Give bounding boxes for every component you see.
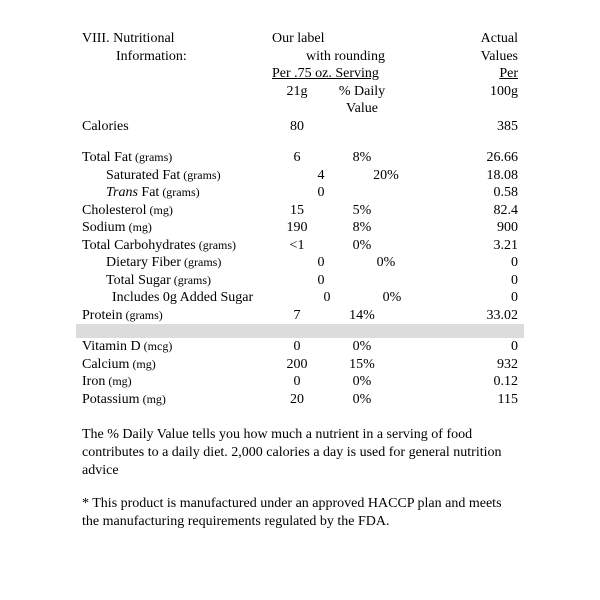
calories-21g: 80 — [272, 118, 322, 136]
spacer — [82, 135, 518, 149]
calcium-21g: 200 — [272, 356, 322, 374]
sodium-21g: 190 — [272, 219, 322, 237]
row-calcium: Calcium (mg) 200 15% 932 — [82, 356, 518, 374]
header-row-4: 21g % Daily 100g — [82, 83, 518, 101]
fiber-100g: 0 — [458, 254, 518, 272]
row-added-sugar: Includes 0g Added Sugar 0 0% 0 — [82, 289, 518, 307]
vitamin-d-21g: 0 — [272, 338, 322, 356]
protein-100g: 33.02 — [458, 307, 518, 325]
added-sugar-100g: 0 — [458, 289, 518, 307]
footnote-haccp: * This product is manufactured under an … — [82, 495, 518, 531]
sat-fat-21g: 4 — [296, 167, 346, 185]
calcium-dv: 15% — [322, 356, 402, 374]
per-header: Per — [458, 65, 518, 83]
fiber-label: Dietary Fiber (grams) — [82, 254, 296, 272]
row-fiber: Dietary Fiber (grams) 0 0% 0 — [82, 254, 518, 272]
iron-100g: 0.12 — [458, 373, 518, 391]
section-title-line2: Information: — [82, 48, 306, 66]
vitamin-d-100g: 0 — [458, 338, 518, 356]
row-cholesterol: Cholesterol (mg) 15 5% 82.4 — [82, 202, 518, 220]
trans-fat-100g: 0.58 — [458, 184, 518, 202]
total-fat-label: Total Fat (grams) — [82, 149, 272, 167]
potassium-100g: 115 — [458, 391, 518, 409]
carbs-21g: <1 — [272, 237, 322, 255]
cholesterol-label: Cholesterol (mg) — [82, 202, 272, 220]
total-fat-100g: 26.66 — [458, 149, 518, 167]
cholesterol-21g: 15 — [272, 202, 322, 220]
row-iron: Iron (mg) 0 0% 0.12 — [82, 373, 518, 391]
vitamin-d-label: Vitamin D (mcg) — [82, 338, 272, 356]
added-sugar-21g: 0 — [302, 289, 352, 307]
trans-fat-21g: 0 — [296, 184, 346, 202]
calcium-label: Calcium (mg) — [82, 356, 272, 374]
row-sat-fat: Saturated Fat (grams) 4 20% 18.08 — [82, 167, 518, 185]
fiber-dv: 0% — [346, 254, 426, 272]
calories-label: Calories — [82, 118, 272, 136]
row-carbs: Total Carbohydrates (grams) <1 0% 3.21 — [82, 237, 518, 255]
sodium-100g: 900 — [458, 219, 518, 237]
header-row-5: Value — [82, 100, 518, 118]
cholesterol-dv: 5% — [322, 202, 402, 220]
sugar-label: Total Sugar (grams) — [82, 272, 296, 290]
footnote-daily-value: The % Daily Value tells you how much a n… — [82, 426, 518, 481]
row-trans-fat: Trans Fat (grams) 0 0.58 — [82, 184, 518, 202]
protein-21g: 7 — [272, 307, 322, 325]
section-title-line1: Nutritional — [113, 31, 174, 46]
row-sodium: Sodium (mg) 190 8% 900 — [82, 219, 518, 237]
row-potassium: Potassium (mg) 20 0% 115 — [82, 391, 518, 409]
carbs-100g: 3.21 — [458, 237, 518, 255]
vitamin-d-dv: 0% — [322, 338, 402, 356]
header-row-1: VIII. Nutritional Our label Actual — [82, 30, 518, 48]
our-label-line1: Our label — [272, 31, 324, 46]
potassium-21g: 20 — [272, 391, 322, 409]
our-label-line2: with rounding — [306, 48, 436, 66]
row-vitamin-d: Vitamin D (mcg) 0 0% 0 — [82, 338, 518, 356]
row-calories: Calories 80 385 — [82, 118, 518, 136]
highlight-bar — [76, 324, 524, 338]
iron-label: Iron (mg) — [82, 373, 272, 391]
carbs-label: Total Carbohydrates (grams) — [82, 237, 272, 255]
fiber-21g: 0 — [296, 254, 346, 272]
section-number: VIII. — [82, 31, 110, 46]
section-heading: VIII. Nutritional — [82, 30, 272, 48]
sat-fat-dv: 20% — [346, 167, 426, 185]
header-row-3: Per .75 oz. Serving Per — [82, 65, 518, 83]
our-label-col: Our label — [272, 30, 402, 48]
sugar-100g: 0 — [458, 272, 518, 290]
iron-dv: 0% — [322, 373, 402, 391]
potassium-label: Potassium (mg) — [82, 391, 272, 409]
row-sugar: Total Sugar (grams) 0 0 — [82, 272, 518, 290]
carbs-dv: 0% — [322, 237, 402, 255]
calcium-100g: 932 — [458, 356, 518, 374]
protein-label: Protein (grams) — [82, 307, 272, 325]
sodium-label: Sodium (mg) — [82, 219, 272, 237]
sugar-21g: 0 — [296, 272, 346, 290]
protein-dv: 14% — [322, 307, 402, 325]
total-fat-dv: 8% — [322, 149, 402, 167]
actual-line2: Values — [458, 48, 518, 66]
sat-fat-label: Saturated Fat (grams) — [82, 167, 296, 185]
col-100g-header: 100g — [458, 83, 518, 101]
sat-fat-100g: 18.08 — [458, 167, 518, 185]
actual-line1: Actual — [481, 31, 518, 46]
actual-col: Actual — [458, 30, 518, 48]
row-protein: Protein (grams) 7 14% 33.02 — [82, 307, 518, 325]
cholesterol-100g: 82.4 — [458, 202, 518, 220]
trans-fat-label: Trans Fat (grams) — [82, 184, 296, 202]
per-serving-header: Per .75 oz. Serving — [272, 65, 402, 83]
header-row-2: Information: with rounding Values — [82, 48, 518, 66]
sodium-dv: 8% — [322, 219, 402, 237]
col-21g-header: 21g — [272, 83, 322, 101]
col-dv-header-l2: Value — [322, 100, 402, 118]
row-total-fat: Total Fat (grams) 6 8% 26.66 — [82, 149, 518, 167]
nutrition-panel: VIII. Nutritional Our label Actual Infor… — [0, 0, 600, 531]
total-fat-21g: 6 — [272, 149, 322, 167]
iron-21g: 0 — [272, 373, 322, 391]
added-sugar-label: Includes 0g Added Sugar — [82, 289, 302, 307]
added-sugar-dv: 0% — [352, 289, 432, 307]
col-dv-header-l1: % Daily — [322, 83, 402, 101]
potassium-dv: 0% — [322, 391, 402, 409]
calories-100g: 385 — [458, 118, 518, 136]
